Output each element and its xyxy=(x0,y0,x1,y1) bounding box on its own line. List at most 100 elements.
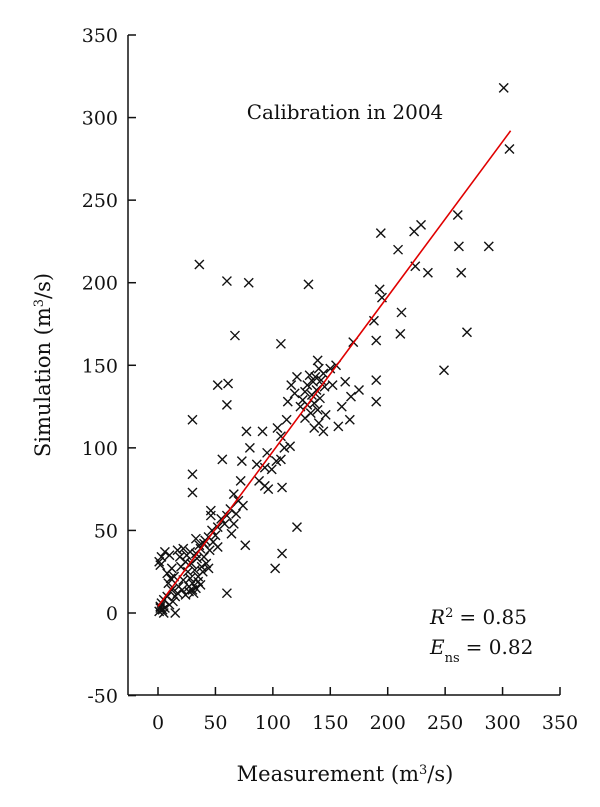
y-tick-label: -50 xyxy=(87,686,118,708)
data-point xyxy=(300,413,311,424)
data-point xyxy=(221,276,232,287)
data-point xyxy=(228,518,239,529)
data-point xyxy=(187,487,198,498)
chart-annotation: Calibration in 2004 xyxy=(247,100,444,124)
x-tick-label: 300 xyxy=(484,712,520,734)
data-point xyxy=(187,469,198,480)
x-axis-title: Measurement (m3/s) xyxy=(237,762,454,786)
data-point xyxy=(177,584,188,595)
data-point xyxy=(282,396,293,407)
data-point xyxy=(178,543,189,554)
data-point xyxy=(172,545,183,556)
data-point xyxy=(221,588,232,599)
data-point xyxy=(452,210,463,221)
data-point xyxy=(205,510,216,521)
data-point xyxy=(221,399,232,410)
data-point xyxy=(291,522,302,533)
data-point xyxy=(200,535,211,546)
data-point xyxy=(483,241,494,252)
data-point xyxy=(374,284,385,295)
x-tick-label: 50 xyxy=(203,712,227,734)
data-point xyxy=(237,500,248,511)
data-point xyxy=(409,226,420,237)
data-point xyxy=(319,381,330,392)
data-point xyxy=(188,588,199,599)
data-point xyxy=(180,589,191,600)
data-point xyxy=(172,588,183,599)
data-point xyxy=(175,561,186,572)
data-point xyxy=(318,426,329,437)
data-point xyxy=(453,241,464,252)
data-point xyxy=(170,608,181,618)
data-point xyxy=(375,228,386,239)
data-point xyxy=(333,421,344,432)
data-point xyxy=(498,82,509,93)
data-point xyxy=(277,548,288,559)
x-tick-label: 0 xyxy=(152,712,164,734)
data-point xyxy=(163,578,174,589)
data-point xyxy=(310,371,321,382)
data-point xyxy=(306,390,317,401)
y-tick-label: 150 xyxy=(82,355,118,377)
data-point xyxy=(194,259,205,270)
data-point xyxy=(205,505,216,516)
data-point xyxy=(206,525,217,536)
y-tick-label: 200 xyxy=(82,273,118,295)
y-ticks: -50 0 50 100 150 200 250 300 350 xyxy=(82,25,136,708)
data-point xyxy=(156,551,167,562)
data-point xyxy=(270,563,281,574)
data-point xyxy=(155,560,166,571)
data-point xyxy=(336,401,347,412)
x-tick-label: 150 xyxy=(312,712,348,734)
data-point xyxy=(286,380,297,391)
data-point xyxy=(174,551,185,562)
data-point xyxy=(281,414,292,425)
data-point xyxy=(456,267,467,278)
data-point xyxy=(197,566,208,577)
data-point xyxy=(195,579,206,590)
data-point xyxy=(201,558,212,569)
x-tick-label: 250 xyxy=(427,712,463,734)
data-point xyxy=(302,380,313,391)
data-point xyxy=(344,414,355,425)
data-point xyxy=(228,489,239,500)
data-point xyxy=(422,267,433,278)
data-point xyxy=(154,556,165,567)
data-point xyxy=(289,388,300,399)
data-point xyxy=(203,563,214,574)
data-point xyxy=(279,442,290,453)
data-point xyxy=(300,386,311,397)
data-point xyxy=(461,327,472,338)
data-point xyxy=(164,550,175,561)
y-tick-label: 250 xyxy=(82,190,118,212)
y-tick-label: 350 xyxy=(82,25,118,47)
data-point xyxy=(304,370,315,381)
data-point xyxy=(251,459,262,470)
data-point xyxy=(371,335,382,346)
data-point xyxy=(504,143,515,154)
data-point xyxy=(257,426,268,437)
data-point xyxy=(285,441,296,452)
data-point xyxy=(223,378,234,389)
data-point xyxy=(318,368,329,379)
data-point xyxy=(190,533,201,544)
y-tick-label: 0 xyxy=(106,603,118,625)
data-point xyxy=(187,414,198,425)
data-point xyxy=(244,442,255,453)
x-ticks: 0 50 100 150 200 250 300 350 xyxy=(152,687,578,734)
data-point xyxy=(368,315,379,326)
data-point xyxy=(395,328,406,339)
regression-fit-line xyxy=(157,130,512,607)
data-point xyxy=(371,375,382,386)
data-point xyxy=(277,482,288,493)
data-point xyxy=(371,396,382,407)
data-point xyxy=(263,484,274,495)
r-squared-stat: R2 = 0.85 xyxy=(429,605,527,629)
data-point xyxy=(291,371,302,382)
data-point xyxy=(243,277,254,288)
fit-line-group xyxy=(157,130,512,607)
y-axis-title: Simulation (m3/s) xyxy=(31,273,55,457)
data-point xyxy=(198,551,209,562)
data-points xyxy=(154,82,515,618)
data-point xyxy=(182,566,193,577)
